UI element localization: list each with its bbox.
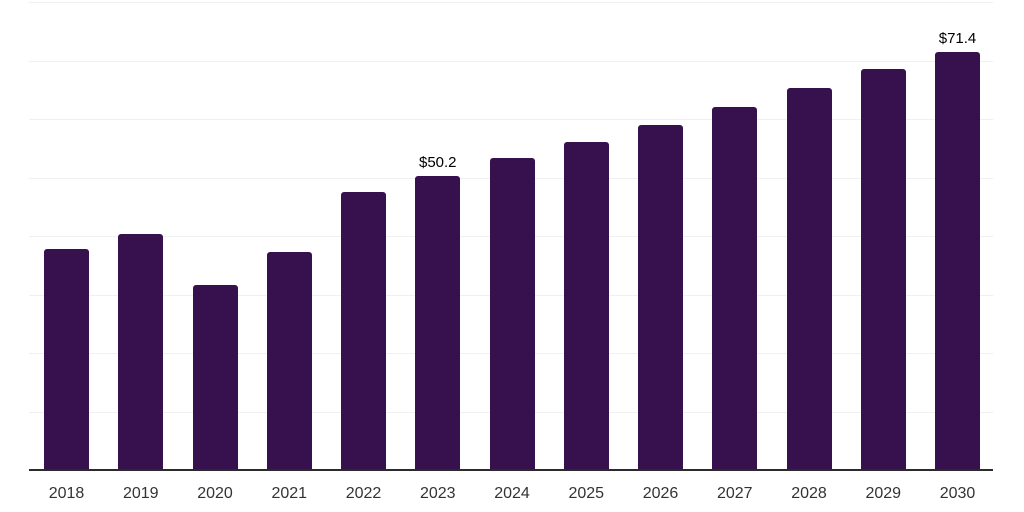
x-tick-2024: 2024 xyxy=(494,485,530,502)
x-tick-2019: 2019 xyxy=(122,485,159,502)
bar-2024 xyxy=(489,158,535,470)
bar-2020 xyxy=(192,284,238,470)
x-tick-2021: 2021 xyxy=(271,485,308,502)
value-label-2023: $50.2 xyxy=(418,154,457,172)
bar-2030 xyxy=(935,52,980,470)
gridline-80 xyxy=(29,2,993,3)
x-tick-2030: 2030 xyxy=(939,485,976,502)
x-tick-2020: 2020 xyxy=(197,485,233,502)
x-tick-2018: 2018 xyxy=(48,485,85,502)
x-tick-2026: 2026 xyxy=(642,485,679,502)
bar-2019 xyxy=(118,234,164,470)
bar-2026 xyxy=(638,124,683,470)
bar-2018 xyxy=(44,248,89,470)
x-tick-2023: 2023 xyxy=(419,485,456,502)
x-tick-2028: 2028 xyxy=(791,485,827,502)
bar-2029 xyxy=(860,69,906,470)
gridline-60 xyxy=(29,119,993,120)
bar-2021 xyxy=(266,251,312,470)
x-axis-line xyxy=(29,469,993,471)
x-tick-2022: 2022 xyxy=(345,485,382,502)
bar-2023 xyxy=(415,176,461,470)
gridline-70 xyxy=(29,60,993,62)
bar-2022 xyxy=(341,192,386,470)
bar-2025 xyxy=(563,141,609,470)
bar-2027 xyxy=(712,106,758,470)
x-tick-2029: 2029 xyxy=(865,485,902,502)
bar-2028 xyxy=(786,87,832,470)
value-label-2030: $71.4 xyxy=(938,30,977,48)
x-tick-2025: 2025 xyxy=(568,485,605,502)
x-tick-2027: 2027 xyxy=(716,485,753,502)
